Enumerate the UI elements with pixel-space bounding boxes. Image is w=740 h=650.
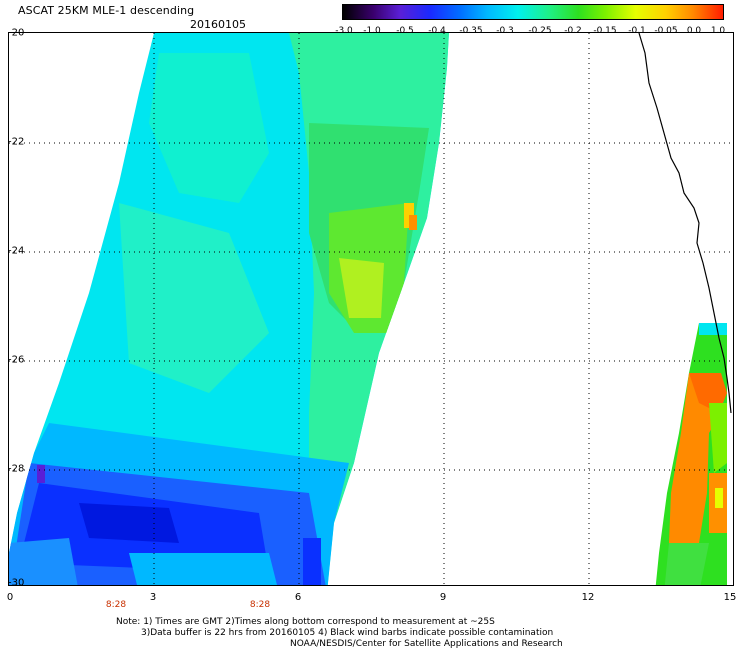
time-label: 8:28 [105,600,127,610]
colorbar-label: -3.0 [335,26,353,36]
lat-label: -28 [8,463,25,475]
map-canvas [9,33,733,585]
map-plot-area [8,32,734,586]
note-line-1: Note: 1) Times are GMT 2)Times along bot… [116,617,495,627]
note-line-3: NOAA/NESDIS/Center for Satellite Applica… [290,639,563,649]
colorbar-label: -0.35 [459,26,483,36]
lat-label: -24 [8,245,25,257]
map-title: ASCAT 25KM MLE-1 descending [18,4,195,17]
lat-label: -22 [8,136,25,148]
colorbar-label: -1.0 [363,26,381,36]
coastline [638,33,732,414]
colorbar [342,4,724,20]
time-label: 8:28 [249,600,271,610]
colorbar-label: -0.1 [628,26,646,36]
lon-label: 15 [723,592,737,603]
colorbar-label: -0.25 [528,26,552,36]
coastal-swath [655,323,727,585]
map-date: 20160105 [190,18,246,31]
colorbar-label: -0.5 [396,26,414,36]
note-line-2: 3)Data buffer is 22 hrs from 20160105 4)… [141,628,554,638]
lat-label: -30 [8,577,25,589]
lat-lon-grid [9,33,733,585]
lat-label: -26 [8,354,25,366]
colorbar-label: -0.05 [654,26,678,36]
colorbar-label: 1.0 [710,26,726,36]
lon-label: 0 [6,592,14,603]
colorbar-label: -0.3 [496,26,514,36]
scatterometer-swath [9,33,449,585]
colorbar-label: -0.4 [428,26,446,36]
lon-label: 3 [149,592,157,603]
lat-label: -20 [8,27,25,39]
lon-label: 9 [439,592,447,603]
colorbar-label: -0.2 [564,26,582,36]
colorbar-label: 0.0 [686,26,702,36]
colorbar-labels: -3.0 -1.0 -0.5 -0.4 -0.35 -0.3 -0.25 -0.… [0,26,740,38]
lon-label: 6 [294,592,302,603]
lon-label: 12 [581,592,595,603]
colorbar-label: -0.15 [593,26,617,36]
